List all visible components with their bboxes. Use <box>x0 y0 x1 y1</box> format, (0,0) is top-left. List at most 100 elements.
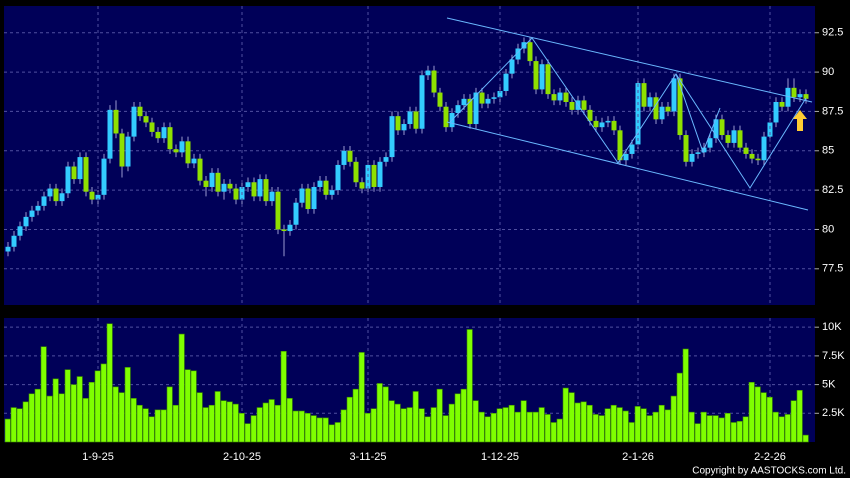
x-tick-label: 2-10-25 <box>223 451 261 463</box>
candle-body <box>191 158 197 164</box>
volume-bar <box>664 409 671 443</box>
volume-bar <box>16 408 23 443</box>
volume-bar <box>628 422 635 443</box>
volume-bar <box>124 367 131 443</box>
volume-bar <box>274 404 281 443</box>
candle-body <box>413 111 419 129</box>
volume-bar <box>460 388 467 443</box>
candle-body <box>377 161 383 187</box>
volume-bar <box>58 393 65 443</box>
volume-bar <box>520 400 527 443</box>
candle-body <box>497 90 503 98</box>
volume-bar <box>292 410 299 443</box>
volume-bar <box>694 423 701 443</box>
volume-bar <box>244 423 251 443</box>
volume-bar <box>82 398 89 443</box>
volume-bar <box>178 333 185 443</box>
candle-body <box>659 106 665 120</box>
candle-body <box>251 182 257 197</box>
volume-bar <box>406 407 413 443</box>
volume-bar <box>652 411 659 443</box>
candle-body <box>641 83 647 107</box>
candle-body <box>395 116 401 131</box>
volume-bar <box>358 352 365 443</box>
candle-body <box>203 180 209 187</box>
volume-bar <box>640 408 647 443</box>
candle-body <box>263 179 269 202</box>
candle-body <box>257 179 263 197</box>
volume-bar <box>280 350 287 443</box>
volume-bar <box>574 402 581 443</box>
candle-body <box>707 138 713 148</box>
y-tick-label: 10K <box>822 321 842 333</box>
volume-bar <box>604 408 611 443</box>
volume-bar <box>502 407 509 443</box>
volume-bar <box>466 329 473 443</box>
volume-bar <box>142 408 149 443</box>
volume-bar <box>580 401 587 443</box>
candle-body <box>371 164 377 187</box>
candle-body <box>425 70 431 76</box>
candle-body <box>629 144 635 154</box>
volume-bar <box>334 422 341 443</box>
volume-bar <box>676 372 683 443</box>
volume-bar <box>130 398 137 443</box>
volume-bar <box>454 393 461 443</box>
volume-bar <box>370 408 377 443</box>
candle-body <box>713 119 719 139</box>
candle-body <box>683 135 689 162</box>
y-tick-label: 82.5 <box>822 184 843 196</box>
volume-bar <box>22 401 29 443</box>
volume-bar <box>712 415 719 443</box>
x-tick-label: 3-11-25 <box>349 451 386 463</box>
candle-body <box>275 191 281 230</box>
candle-body <box>107 109 113 159</box>
candle-body <box>647 97 653 107</box>
candle-body <box>383 157 389 162</box>
volume-bar <box>214 391 221 443</box>
candle-body <box>287 224 293 232</box>
volume-bar <box>670 395 677 443</box>
volume-bar <box>172 404 179 443</box>
volume-bar <box>682 348 689 443</box>
volume-bar <box>136 404 143 443</box>
y-tick-label: 80 <box>822 223 834 235</box>
candle-body <box>143 116 149 123</box>
volume-bar <box>760 392 767 443</box>
volume-bar <box>478 411 485 443</box>
volume-bar <box>772 411 779 443</box>
candle-body <box>455 105 461 114</box>
zigzag-inner <box>675 73 721 154</box>
volume-bar <box>700 411 707 443</box>
volume-bar <box>610 404 617 443</box>
y-tick-label: 2.5K <box>822 407 845 419</box>
volume-bar <box>262 402 269 443</box>
candle-body <box>755 158 761 161</box>
candle-body <box>521 42 527 49</box>
volume-bar <box>418 408 425 443</box>
candle-body <box>209 172 215 187</box>
candle-body <box>221 183 227 192</box>
volume-bar <box>568 392 575 443</box>
volume-bar <box>508 404 515 443</box>
x-tick-label: 1-12-25 <box>481 451 519 463</box>
candle-body <box>743 147 749 154</box>
volume-bar <box>484 416 491 443</box>
volume-bar <box>376 383 383 443</box>
candle-body <box>173 149 179 153</box>
volume-bar <box>796 390 803 443</box>
trend-lines <box>446 17 813 211</box>
candle-body <box>443 106 449 128</box>
candle-body <box>95 194 101 200</box>
y-tick-label: 7.5K <box>822 350 845 362</box>
volume-bar <box>70 384 77 443</box>
volume-bar <box>394 403 401 443</box>
volume-bar <box>706 415 713 443</box>
volume-bar <box>208 404 215 443</box>
candle-body <box>563 92 569 102</box>
volume-bar <box>226 401 233 443</box>
candle-body <box>305 188 311 210</box>
candle-body <box>101 158 107 195</box>
volume-bar <box>802 434 809 443</box>
candle-body <box>119 133 125 167</box>
